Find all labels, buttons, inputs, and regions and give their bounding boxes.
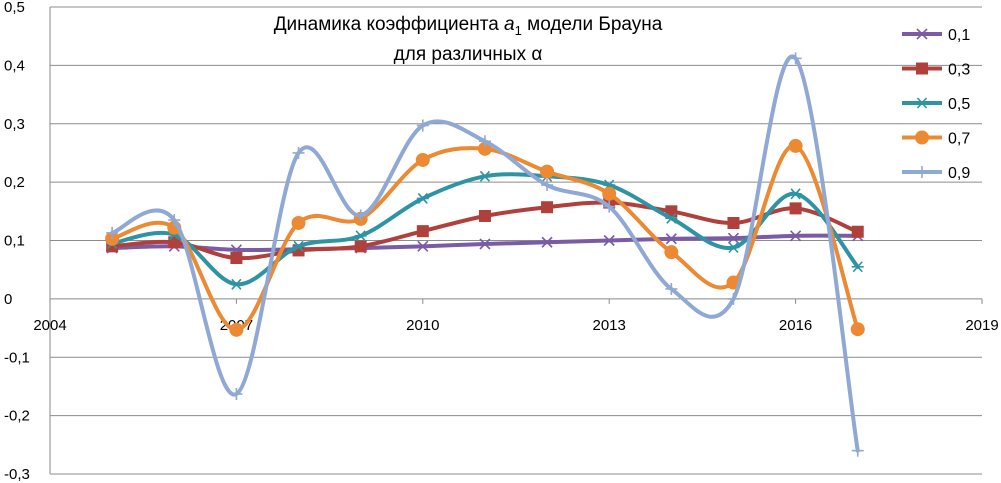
y-tick-label: 0,2 <box>4 174 25 191</box>
legend-item: 0,1 <box>902 27 970 44</box>
series-0-9 <box>106 52 864 457</box>
series-line <box>110 172 860 287</box>
data-point <box>602 186 617 201</box>
y-tick-label: -0,1 <box>4 349 30 366</box>
data-point <box>789 202 802 215</box>
x-tick-label: 2013 <box>593 317 626 334</box>
data-point <box>479 238 491 250</box>
y-tick-label: 0,5 <box>4 0 25 16</box>
y-tick-label: 0,1 <box>4 233 25 250</box>
data-point <box>292 146 305 159</box>
axes <box>49 7 982 474</box>
data-point <box>291 215 306 230</box>
chart-title-line2: для различных α <box>394 44 543 65</box>
data-point <box>851 444 864 457</box>
data-point <box>851 261 864 273</box>
x-tick-label: 2019 <box>965 317 998 334</box>
y-tick-labels: -0,3 -0,2 -0,1 0 0,1 0,2 0,3 0,4 0,5 <box>4 0 30 483</box>
x-tick-label: 2004 <box>33 317 66 334</box>
data-point <box>230 252 243 265</box>
legend-item: 0,5 <box>902 96 970 113</box>
data-point <box>415 152 430 167</box>
data-point <box>230 278 243 290</box>
data-point <box>788 138 803 153</box>
legend-label: 0,7 <box>948 131 970 148</box>
data-point <box>603 234 615 247</box>
legend-item: 0,7 <box>902 130 970 148</box>
data-point <box>354 209 367 222</box>
data-point <box>478 135 491 148</box>
data-point <box>850 322 865 337</box>
data-point <box>727 216 740 229</box>
data-point <box>416 119 429 132</box>
chart-title-line1: Динамика коэффициента a1 модели Брауна <box>274 14 663 38</box>
data-point <box>727 292 740 305</box>
legend-item: 0,3 <box>902 62 970 79</box>
data-point <box>789 188 802 200</box>
x-tick-label: 2016 <box>779 317 812 334</box>
data-point <box>354 230 367 242</box>
legend-marker <box>916 97 928 109</box>
data-point <box>541 201 554 214</box>
data-point <box>665 233 677 245</box>
y-tick-label: 0 <box>4 291 12 308</box>
data-point <box>417 240 429 252</box>
legend: 0,1 0,3 0,5 0,7 0,9 <box>902 27 970 182</box>
data-point <box>168 214 181 227</box>
series-line <box>110 54 860 453</box>
legend-item: 0,9 <box>902 165 970 182</box>
data-point <box>665 282 678 295</box>
gridlines <box>50 6 982 475</box>
x-tick-label: 2010 <box>406 317 439 334</box>
data-point <box>603 200 616 213</box>
data-point <box>292 240 305 252</box>
data-point <box>478 170 491 182</box>
legend-label: 0,3 <box>948 62 970 79</box>
y-tick-label: -0,3 <box>4 466 30 483</box>
data-point <box>478 209 491 222</box>
legend-label: 0,5 <box>948 96 970 113</box>
data-point <box>727 241 740 254</box>
data-point <box>229 322 244 337</box>
data-point <box>354 240 367 253</box>
data-point <box>851 225 864 238</box>
y-tick-label: 0,3 <box>4 116 25 133</box>
legend-marker <box>916 166 928 178</box>
legend-marker <box>916 62 928 75</box>
data-point <box>541 236 553 248</box>
y-tick-label: -0,2 <box>4 408 30 425</box>
data-point <box>664 245 679 260</box>
data-point <box>541 179 554 192</box>
series-group <box>105 52 865 457</box>
y-tick-label: 0,4 <box>4 57 25 74</box>
data-point <box>168 236 181 249</box>
data-point <box>789 52 802 65</box>
data-point <box>230 388 243 401</box>
legend-marker <box>916 28 928 40</box>
legend-label: 0,9 <box>948 165 970 182</box>
data-point <box>540 164 555 179</box>
series-0-5 <box>106 170 864 290</box>
data-point <box>106 226 119 239</box>
data-point <box>416 192 429 205</box>
legend-label: 0,1 <box>948 27 970 44</box>
data-point <box>790 230 802 242</box>
data-point <box>727 232 740 244</box>
data-point <box>665 212 678 224</box>
legend-marker <box>915 130 929 145</box>
data-point <box>416 225 429 238</box>
